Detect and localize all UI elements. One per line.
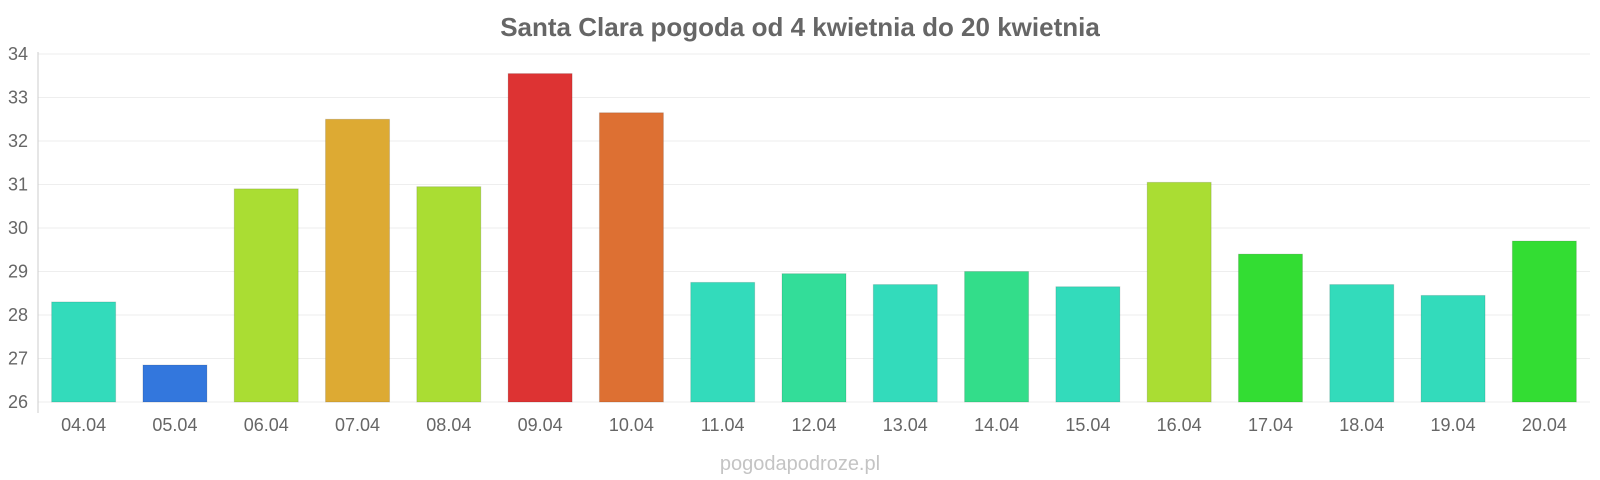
y-tick-label: 27 bbox=[8, 349, 28, 369]
x-tick-label: 04.04 bbox=[61, 415, 106, 435]
y-tick-label: 32 bbox=[8, 131, 28, 151]
bar-05-04 bbox=[142, 364, 208, 403]
x-tick-label: 06.04 bbox=[244, 415, 289, 435]
y-tick-label: 34 bbox=[8, 44, 28, 64]
watermark: pogodapodroze.pl bbox=[720, 453, 880, 475]
x-tick-label: 11.04 bbox=[701, 415, 745, 435]
y-tick-label: 29 bbox=[8, 262, 28, 282]
bar-08-04 bbox=[416, 186, 482, 403]
bar-10-04 bbox=[598, 112, 664, 403]
x-tick-label: 13.04 bbox=[883, 415, 928, 435]
bar-07-04 bbox=[325, 118, 391, 403]
x-tick-label: 08.04 bbox=[426, 415, 471, 435]
y-tick-label: 26 bbox=[8, 392, 28, 412]
x-tick-label: 16.04 bbox=[1157, 415, 1202, 435]
bar-11-04 bbox=[690, 281, 756, 403]
x-axis-ticks: 04.04 05.04 06.04 07.04 08.04 09.04 10.04 11.04… bbox=[61, 415, 1567, 435]
bar-16-04 bbox=[1146, 181, 1212, 403]
bar-13-04 bbox=[872, 284, 938, 403]
bar-18-04 bbox=[1329, 284, 1395, 403]
x-tick-label: 15.04 bbox=[1065, 415, 1110, 435]
y-tick-label: 31 bbox=[8, 175, 28, 195]
x-tick-label: 12.04 bbox=[791, 415, 836, 435]
bar-15-04 bbox=[1055, 286, 1121, 403]
bar-04-04 bbox=[51, 301, 117, 403]
bar-06-04 bbox=[233, 188, 299, 403]
bar-14-04 bbox=[964, 271, 1030, 403]
y-tick-label: 33 bbox=[8, 88, 28, 108]
x-tick-label: 09.04 bbox=[518, 415, 563, 435]
bar-09-04 bbox=[507, 73, 573, 403]
x-tick-label: 14.04 bbox=[974, 415, 1019, 435]
bar-17-04 bbox=[1237, 253, 1303, 403]
x-tick-label: 20.04 bbox=[1522, 415, 1567, 435]
y-axis-ticks: 26 27 28 29 30 31 32 33 34 bbox=[8, 44, 28, 412]
x-tick-label: 17.04 bbox=[1248, 415, 1293, 435]
x-tick-label: 18.04 bbox=[1339, 415, 1384, 435]
bars bbox=[51, 73, 1577, 403]
x-tick-label: 10.04 bbox=[609, 415, 654, 435]
y-tick-label: 30 bbox=[8, 218, 28, 238]
bar-20-04 bbox=[1511, 240, 1577, 403]
x-tick-label: 07.04 bbox=[335, 415, 380, 435]
bar-12-04 bbox=[781, 273, 847, 403]
x-tick-label: 19.04 bbox=[1431, 415, 1476, 435]
chart-title: Santa Clara pogoda od 4 kwietnia do 20 k… bbox=[500, 12, 1100, 42]
y-tick-label: 28 bbox=[8, 305, 28, 325]
x-tick-label: 05.04 bbox=[152, 415, 197, 435]
bar-19-04 bbox=[1420, 294, 1486, 403]
